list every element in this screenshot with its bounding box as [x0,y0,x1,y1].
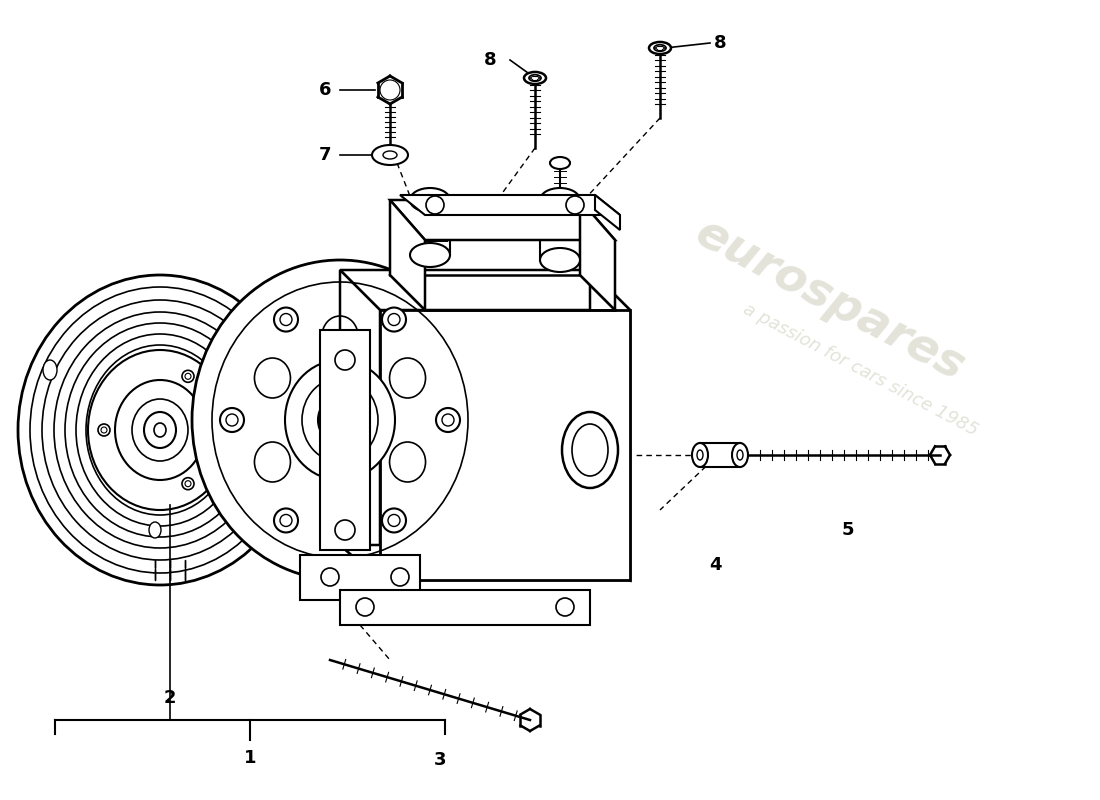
Ellipse shape [649,42,671,54]
Ellipse shape [372,145,408,165]
Circle shape [185,374,191,379]
Ellipse shape [132,399,188,461]
Polygon shape [340,270,630,310]
Circle shape [382,509,406,533]
Ellipse shape [154,423,166,437]
Text: 6: 6 [319,81,331,99]
Text: a passion for cars since 1985: a passion for cars since 1985 [739,300,980,440]
Text: 1: 1 [244,749,256,767]
Ellipse shape [692,443,708,467]
Ellipse shape [732,443,748,467]
Ellipse shape [410,188,450,212]
Polygon shape [340,590,590,625]
Polygon shape [300,555,420,600]
Circle shape [185,481,191,486]
Ellipse shape [192,260,488,580]
Circle shape [426,196,444,214]
Ellipse shape [540,248,580,272]
Polygon shape [580,200,615,310]
Ellipse shape [572,424,608,476]
Circle shape [98,424,110,436]
Ellipse shape [144,412,176,448]
Ellipse shape [410,243,450,267]
Ellipse shape [737,450,742,460]
Polygon shape [595,195,620,230]
Circle shape [388,314,400,326]
Ellipse shape [318,396,362,444]
Ellipse shape [88,350,232,510]
Circle shape [182,370,194,382]
Circle shape [101,427,107,433]
Ellipse shape [550,157,570,169]
Text: 2: 2 [164,689,176,707]
Circle shape [388,514,400,526]
Ellipse shape [116,380,205,480]
Ellipse shape [43,360,57,380]
Polygon shape [400,195,620,215]
Circle shape [280,314,292,326]
Circle shape [280,514,292,526]
Polygon shape [379,310,630,580]
Circle shape [274,509,298,533]
Text: 8: 8 [714,34,726,52]
Ellipse shape [524,72,546,84]
Polygon shape [390,200,615,240]
Circle shape [556,598,574,616]
Circle shape [220,408,244,432]
Circle shape [442,414,454,426]
Circle shape [382,307,406,331]
Text: 8: 8 [484,51,496,69]
Circle shape [390,568,409,586]
Circle shape [274,307,298,331]
Ellipse shape [285,360,395,480]
Circle shape [321,568,339,586]
Polygon shape [700,443,740,467]
Polygon shape [340,270,379,580]
Circle shape [336,520,355,540]
Circle shape [566,196,584,214]
Text: 4: 4 [708,556,722,574]
Ellipse shape [302,378,378,462]
Circle shape [226,414,238,426]
Circle shape [436,408,460,432]
Polygon shape [390,200,425,310]
Text: 5: 5 [842,521,855,539]
Circle shape [182,478,194,490]
Ellipse shape [540,188,580,212]
Polygon shape [340,545,630,580]
Text: 7: 7 [319,146,331,164]
Ellipse shape [383,151,397,159]
Text: eurospares: eurospares [688,210,972,390]
Text: 3: 3 [433,751,447,769]
Polygon shape [590,270,630,580]
Ellipse shape [653,45,666,51]
Circle shape [336,350,355,370]
Polygon shape [320,330,370,550]
Ellipse shape [562,412,618,488]
Ellipse shape [148,522,161,538]
Ellipse shape [529,74,541,82]
Ellipse shape [18,275,303,585]
Ellipse shape [328,407,352,433]
Circle shape [356,598,374,616]
Ellipse shape [697,450,703,460]
